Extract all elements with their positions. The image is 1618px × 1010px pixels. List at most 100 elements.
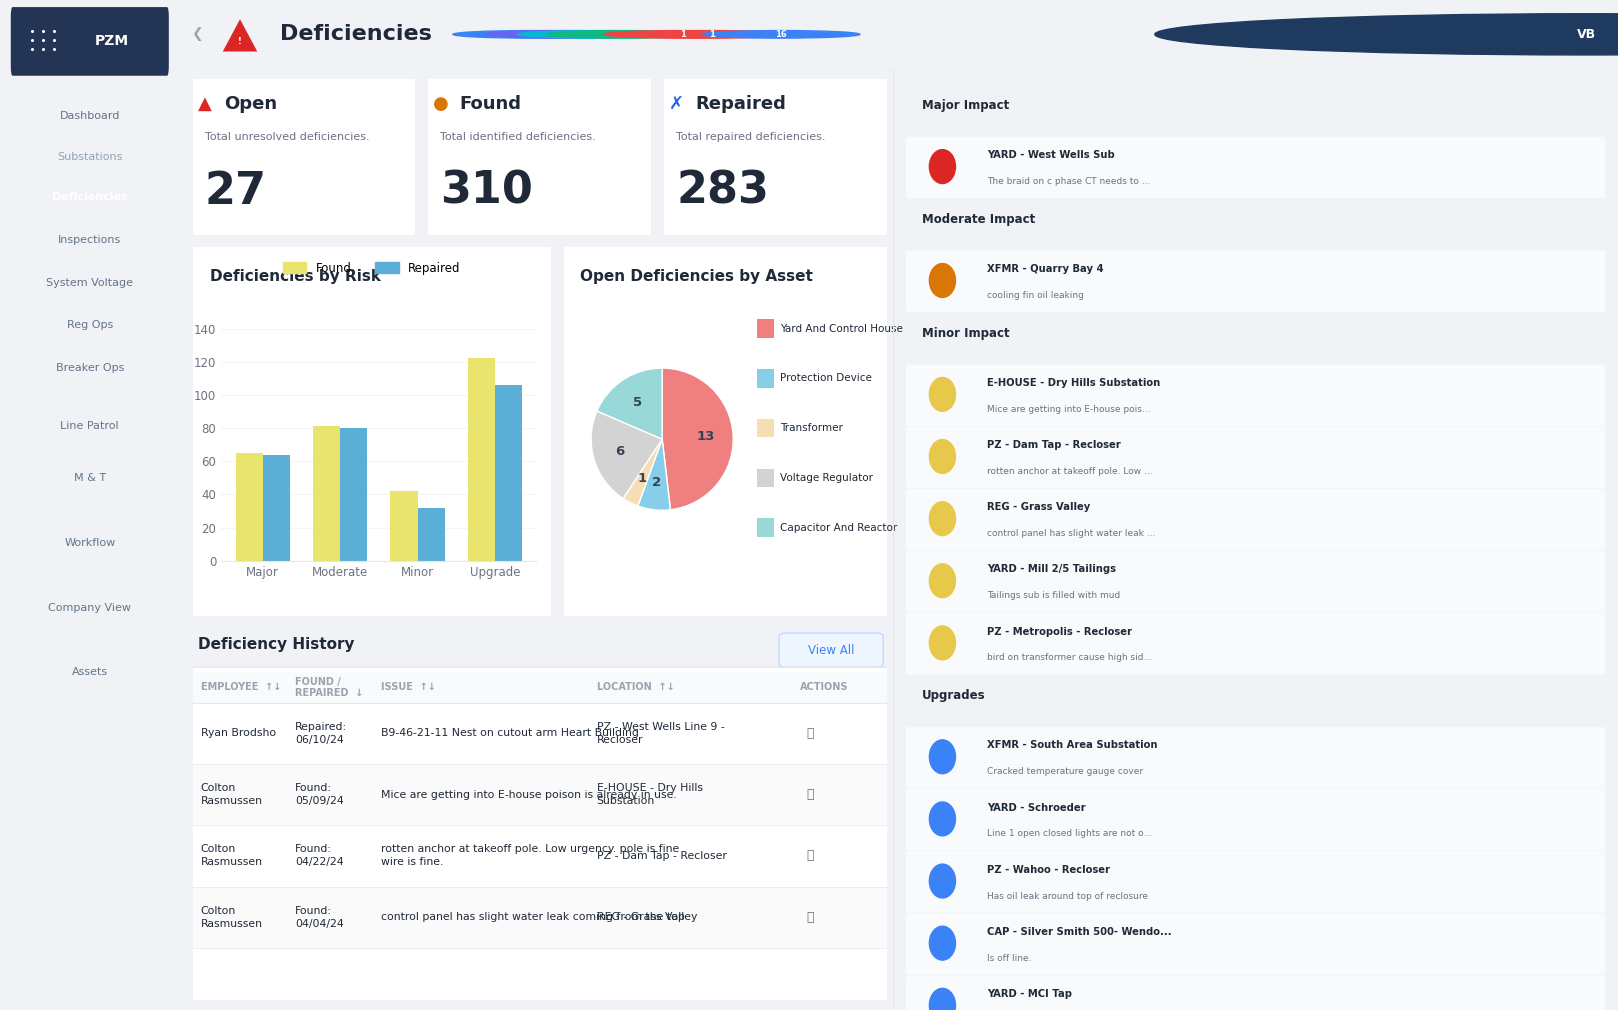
FancyBboxPatch shape xyxy=(906,913,1605,976)
Text: Open: Open xyxy=(223,95,277,113)
Circle shape xyxy=(929,502,956,535)
Bar xyxy=(262,454,290,561)
Text: XFMR - Quarry Bay 4: XFMR - Quarry Bay 4 xyxy=(987,265,1103,274)
Polygon shape xyxy=(223,19,257,52)
Text: bird on transformer cause high sid...: bird on transformer cause high sid... xyxy=(987,653,1152,663)
Text: rotten anchor at takeoff pole. Low urgency. pole is fine
wire is fine.: rotten anchor at takeoff pole. Low urgen… xyxy=(382,844,680,868)
Text: 🔍: 🔍 xyxy=(807,727,814,739)
FancyBboxPatch shape xyxy=(906,726,1605,789)
Text: Total unresolved deficiencies.: Total unresolved deficiencies. xyxy=(205,131,369,141)
FancyBboxPatch shape xyxy=(193,764,887,825)
Circle shape xyxy=(633,30,791,38)
Text: Protection Device: Protection Device xyxy=(780,374,872,384)
Text: VB: VB xyxy=(1578,28,1595,40)
Text: The braid on c phase CT needs to ...: The braid on c phase CT needs to ... xyxy=(987,177,1150,186)
Text: ●: ● xyxy=(432,95,448,113)
Text: B9-46-21-11 Nest on cutout arm Heart Building: B9-46-21-11 Nest on cutout arm Heart Bui… xyxy=(382,728,639,738)
FancyBboxPatch shape xyxy=(906,489,1605,550)
Text: 6: 6 xyxy=(615,445,625,459)
Text: Tailings sub is filled with mud: Tailings sub is filled with mud xyxy=(987,591,1121,600)
Bar xyxy=(340,428,367,561)
Text: ISSUE  ↑↓: ISSUE ↑↓ xyxy=(382,683,437,692)
FancyBboxPatch shape xyxy=(193,887,887,947)
Text: Inspections: Inspections xyxy=(58,235,121,245)
Text: Mice are getting into E-house poison is already in use.: Mice are getting into E-house poison is … xyxy=(382,790,676,800)
Text: control panel has slight water leak ...: control panel has slight water leak ... xyxy=(987,529,1155,538)
FancyBboxPatch shape xyxy=(757,419,773,437)
Text: Has oil leak around top of reclosure: Has oil leak around top of reclosure xyxy=(987,892,1149,901)
Circle shape xyxy=(929,989,956,1010)
Text: YARD - Schroeder: YARD - Schroeder xyxy=(987,803,1086,813)
Text: Colton
Rasmussen: Colton Rasmussen xyxy=(201,844,262,868)
Text: Assets: Assets xyxy=(71,667,108,677)
Text: Upgrades: Upgrades xyxy=(922,689,985,702)
FancyBboxPatch shape xyxy=(757,469,773,487)
Bar xyxy=(417,508,445,561)
Text: 16: 16 xyxy=(775,30,786,38)
Text: 283: 283 xyxy=(676,170,769,213)
Text: XFMR - South Area Substation: XFMR - South Area Substation xyxy=(987,740,1158,750)
FancyBboxPatch shape xyxy=(906,850,1605,913)
Text: cooling fin oil leaking: cooling fin oil leaking xyxy=(987,291,1084,300)
Text: Found:
05/09/24: Found: 05/09/24 xyxy=(294,783,345,806)
Text: Line 1 open closed lights are not o...: Line 1 open closed lights are not o... xyxy=(987,829,1152,838)
Circle shape xyxy=(929,926,956,961)
FancyBboxPatch shape xyxy=(193,672,887,703)
Text: EMPLOYEE  ↑↓: EMPLOYEE ↑↓ xyxy=(201,683,282,692)
Text: 27: 27 xyxy=(205,170,267,213)
FancyBboxPatch shape xyxy=(906,976,1605,1010)
Text: control panel has slight water leak coming from the top: control panel has slight water leak comi… xyxy=(382,912,684,922)
FancyBboxPatch shape xyxy=(660,77,890,237)
Text: System Voltage: System Voltage xyxy=(47,278,133,288)
Bar xyxy=(468,359,495,561)
Circle shape xyxy=(929,378,956,411)
Circle shape xyxy=(929,626,956,660)
Text: 1: 1 xyxy=(637,472,647,485)
Text: 🔍: 🔍 xyxy=(807,788,814,801)
Bar xyxy=(390,491,417,561)
Text: Yard And Control House: Yard And Control House xyxy=(780,323,903,333)
Text: 310: 310 xyxy=(440,170,534,213)
FancyBboxPatch shape xyxy=(189,77,419,237)
Text: Total identified deficiencies.: Total identified deficiencies. xyxy=(440,131,595,141)
Text: Reg Ops: Reg Ops xyxy=(66,320,113,330)
Text: Deficiencies by Risk: Deficiencies by Risk xyxy=(210,270,382,285)
FancyBboxPatch shape xyxy=(780,633,883,668)
Text: Mice are getting into E-house pois...: Mice are getting into E-house pois... xyxy=(987,405,1150,414)
FancyBboxPatch shape xyxy=(189,243,555,620)
Text: Is off line.: Is off line. xyxy=(987,953,1032,963)
Text: PZM: PZM xyxy=(94,34,128,48)
Text: Transformer: Transformer xyxy=(780,423,843,433)
Text: rotten anchor at takeoff pole. Low ...: rotten anchor at takeoff pole. Low ... xyxy=(987,467,1154,476)
FancyBboxPatch shape xyxy=(11,7,168,76)
Wedge shape xyxy=(637,439,670,510)
FancyBboxPatch shape xyxy=(757,319,773,337)
Text: Breaker Ops: Breaker Ops xyxy=(55,363,125,373)
Circle shape xyxy=(929,740,956,774)
Text: CAP - Silver Smith 500- Wendo...: CAP - Silver Smith 500- Wendo... xyxy=(987,927,1171,937)
FancyBboxPatch shape xyxy=(757,518,773,537)
Text: Deficiencies: Deficiencies xyxy=(52,192,128,202)
FancyBboxPatch shape xyxy=(906,789,1605,850)
Wedge shape xyxy=(623,439,662,506)
Text: 1: 1 xyxy=(680,30,686,38)
Text: Dashboard: Dashboard xyxy=(60,111,120,121)
FancyBboxPatch shape xyxy=(906,613,1605,675)
Text: Open Deficiencies by Asset: Open Deficiencies by Asset xyxy=(579,270,812,285)
Text: ❮: ❮ xyxy=(191,27,202,41)
Circle shape xyxy=(547,30,704,38)
Circle shape xyxy=(929,865,956,898)
Text: View All: View All xyxy=(807,643,854,656)
FancyBboxPatch shape xyxy=(193,825,887,887)
Text: 🔍: 🔍 xyxy=(807,849,814,863)
FancyBboxPatch shape xyxy=(757,369,773,388)
Text: Repaired:
06/10/24: Repaired: 06/10/24 xyxy=(294,721,348,744)
FancyBboxPatch shape xyxy=(189,668,890,1002)
Text: Found:
04/04/24: Found: 04/04/24 xyxy=(294,906,345,929)
Text: Capacitor And Reactor: Capacitor And Reactor xyxy=(780,522,898,532)
FancyBboxPatch shape xyxy=(426,77,654,237)
Text: Moderate Impact: Moderate Impact xyxy=(922,213,1036,225)
Text: PZ - Metropolis - Recloser: PZ - Metropolis - Recloser xyxy=(987,626,1133,636)
FancyBboxPatch shape xyxy=(906,136,1605,199)
Wedge shape xyxy=(597,368,662,439)
